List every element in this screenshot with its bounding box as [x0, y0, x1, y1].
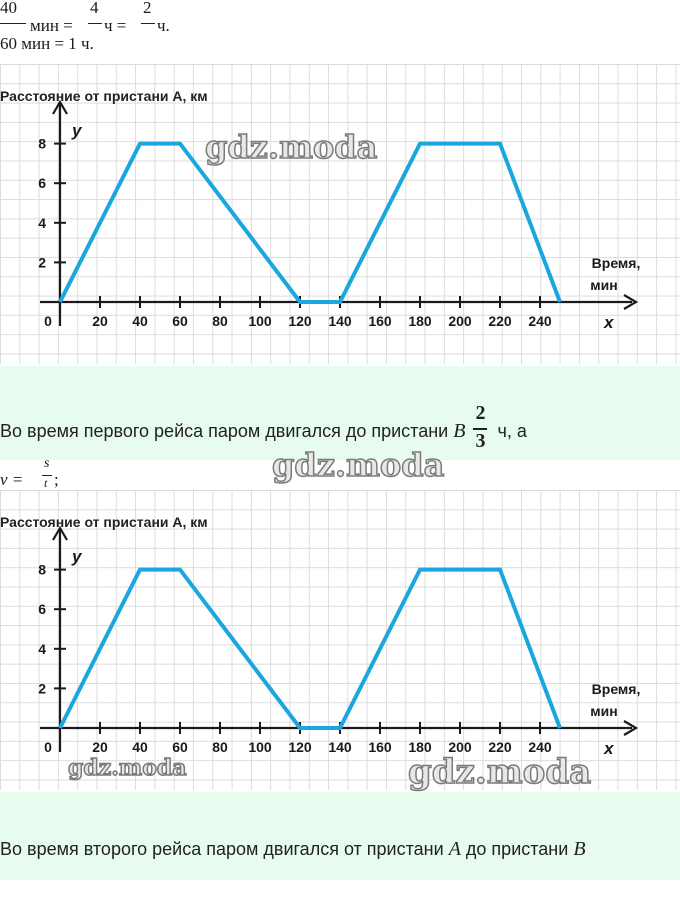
frac2-unit: ч = — [104, 16, 127, 35]
chart-title: Расстояние от пристани А, км — [0, 88, 208, 104]
y-axis-arrow — [52, 525, 68, 541]
chart-title: Расстояние от пристани А, км — [0, 514, 208, 530]
x-axis-label-line2: мин — [590, 703, 617, 719]
x-tick-label: 100 — [248, 313, 272, 329]
y-tick-label: 2 — [38, 254, 46, 270]
frac1-numerator: 40 — [0, 0, 17, 17]
x-tick-label: 80 — [212, 739, 228, 755]
band-2-var-b: B — [573, 838, 586, 860]
x-tick-label: 60 — [172, 313, 188, 329]
y-tick-label: 4 — [38, 215, 46, 231]
x-tick-label: 40 — [132, 313, 148, 329]
top-math: 40 мин = 4 ч = 2 ч. 60 мин = 1 ч. — [0, 0, 680, 62]
chart-1-svg: 0 20 40 60 80 100 120 140 160 180 200 220 240 2 4 6 8 y x В… — [38, 99, 641, 332]
frac2-numerator: 4 — [90, 0, 99, 17]
x-tick-label: 100 — [248, 739, 272, 755]
band-1-text: Во время первого рейса паром двигался до… — [0, 402, 527, 452]
chart-2-svg: 0 20 40 60 80 100 120 140 160 180 200 220 240 2 4 6 8 y x В… — [38, 525, 641, 758]
x-tick-label: 120 — [288, 313, 312, 329]
y-tick-label: 4 — [38, 641, 46, 657]
x-tick-label: 40 — [132, 739, 148, 755]
x-tick-label: 220 — [488, 313, 512, 329]
y-tick-label: 2 — [38, 680, 46, 696]
x-tick-label: 0 — [44, 739, 52, 755]
frac3-numerator: 2 — [143, 0, 152, 17]
band-1-frac-den: 3 — [475, 430, 486, 453]
band-1-sentence: Во время первого рейса паром двигался до… — [0, 421, 449, 441]
x-axis-arrow — [623, 720, 639, 736]
y-tick-label: 6 — [38, 601, 46, 617]
hour-equivalence: 60 мин = 1 ч. — [0, 34, 94, 53]
y-tick-label: 8 — [38, 136, 46, 152]
x-tick-label: 0 — [44, 313, 52, 329]
x-tick-label: 80 — [212, 313, 228, 329]
frac3-unit: ч. — [157, 16, 170, 35]
frac1-unit: мин = — [30, 16, 73, 35]
y-axis-letter: y — [71, 547, 83, 566]
explanation-band-2: Во время второго рейса паром двигался от… — [0, 792, 680, 880]
distance-time-chart-2: Расстояние от пристани А, км 0 20 40 60 80 10… — [0, 490, 680, 790]
x-tick-label: 240 — [528, 313, 552, 329]
x-tick-label: 220 — [488, 739, 512, 755]
x-tick-label: 240 — [528, 739, 552, 755]
x-axis-arrow — [623, 294, 639, 310]
band-1-frac-num: 2 — [475, 402, 486, 425]
x-tick-label: 160 — [368, 739, 392, 755]
band-1-tail: ч, а — [497, 421, 527, 441]
x-axis-letter: x — [603, 739, 615, 758]
series-line — [58, 567, 562, 730]
watermark: gdz.moda — [271, 445, 445, 485]
y-axis-letter: y — [71, 121, 83, 140]
x-axis-label-line1: Время, — [592, 255, 641, 271]
distance-time-chart-1: Расстояние от пристани А, км 0 20 40 60 80 10… — [0, 64, 680, 364]
x-tick-label: 160 — [368, 313, 392, 329]
x-tick-label: 200 — [448, 313, 472, 329]
x-tick-label: 20 — [92, 313, 108, 329]
explanation-band-1: Во время первого рейса паром двигался до… — [0, 366, 680, 460]
x-tick-label: 180 — [408, 313, 432, 329]
x-tick-label: 20 — [92, 739, 108, 755]
band-1-variable: B — [453, 420, 466, 442]
x-tick-label: 200 — [448, 739, 472, 755]
x-tick-label: 120 — [288, 739, 312, 755]
watermark: gdz.moda — [407, 751, 592, 793]
x-tick-label: 180 — [408, 739, 432, 755]
y-tick-label: 8 — [38, 562, 46, 578]
x-tick-label: 140 — [328, 739, 352, 755]
band-1-fraction: 2 3 — [470, 402, 492, 452]
watermark: gdz.moda — [204, 127, 378, 167]
band-2-var-a: A — [448, 838, 461, 860]
y-axis-arrow — [52, 99, 68, 115]
x-axis-label-line1: Время, — [592, 681, 641, 697]
x-tick-label: 60 — [172, 739, 188, 755]
series-line — [58, 141, 562, 304]
y-tick-label: 6 — [38, 175, 46, 191]
x-axis-letter: x — [603, 313, 615, 332]
x-axis-label-line2: мин — [590, 277, 617, 293]
watermark: gdz.moda — [67, 754, 187, 782]
x-tick-label: 140 — [328, 313, 352, 329]
band-2-text: Во время второго рейса паром двигался от… — [0, 838, 586, 860]
